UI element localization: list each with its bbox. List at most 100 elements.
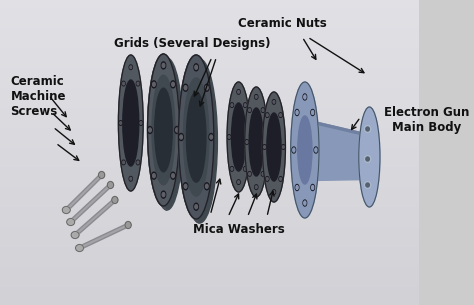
- Text: Ceramic Nuts: Ceramic Nuts: [238, 17, 327, 30]
- Ellipse shape: [231, 104, 233, 106]
- Ellipse shape: [359, 107, 380, 207]
- Ellipse shape: [123, 80, 139, 166]
- Ellipse shape: [248, 108, 251, 112]
- Ellipse shape: [246, 135, 250, 139]
- Ellipse shape: [237, 180, 240, 184]
- Ellipse shape: [147, 54, 179, 206]
- Ellipse shape: [194, 203, 199, 210]
- Ellipse shape: [273, 100, 275, 104]
- Ellipse shape: [119, 121, 122, 125]
- Ellipse shape: [228, 135, 231, 139]
- Ellipse shape: [153, 82, 155, 86]
- Ellipse shape: [292, 147, 296, 153]
- Ellipse shape: [311, 185, 314, 189]
- Ellipse shape: [261, 108, 264, 112]
- Ellipse shape: [267, 113, 281, 181]
- Ellipse shape: [130, 178, 132, 180]
- Ellipse shape: [280, 178, 282, 180]
- Ellipse shape: [118, 55, 143, 191]
- Ellipse shape: [237, 91, 239, 93]
- Ellipse shape: [171, 172, 175, 179]
- Ellipse shape: [130, 66, 132, 69]
- Ellipse shape: [314, 147, 318, 153]
- Ellipse shape: [296, 110, 298, 114]
- Ellipse shape: [255, 185, 258, 189]
- Ellipse shape: [266, 178, 268, 180]
- Ellipse shape: [123, 82, 125, 85]
- Ellipse shape: [266, 113, 269, 117]
- Ellipse shape: [153, 174, 155, 178]
- Ellipse shape: [263, 92, 285, 202]
- Ellipse shape: [303, 200, 307, 206]
- Ellipse shape: [279, 113, 282, 117]
- Ellipse shape: [264, 140, 267, 144]
- Ellipse shape: [228, 136, 230, 138]
- Ellipse shape: [137, 82, 139, 85]
- Ellipse shape: [108, 181, 114, 188]
- Ellipse shape: [184, 86, 187, 90]
- Ellipse shape: [304, 95, 306, 99]
- Ellipse shape: [293, 148, 295, 152]
- Ellipse shape: [304, 201, 306, 205]
- Ellipse shape: [210, 135, 212, 139]
- Ellipse shape: [137, 161, 139, 164]
- Ellipse shape: [244, 103, 247, 107]
- Ellipse shape: [249, 109, 251, 111]
- Ellipse shape: [366, 127, 369, 131]
- Ellipse shape: [182, 59, 218, 223]
- Ellipse shape: [184, 184, 187, 188]
- Text: Electron Gun
Main Body: Electron Gun Main Body: [384, 106, 470, 134]
- Ellipse shape: [366, 157, 369, 161]
- Ellipse shape: [311, 185, 314, 191]
- Ellipse shape: [244, 104, 246, 106]
- Ellipse shape: [246, 141, 248, 143]
- Ellipse shape: [195, 205, 198, 209]
- Ellipse shape: [265, 141, 266, 143]
- Ellipse shape: [366, 183, 369, 187]
- Ellipse shape: [155, 88, 172, 172]
- Ellipse shape: [209, 134, 213, 141]
- Ellipse shape: [205, 184, 208, 188]
- Ellipse shape: [227, 82, 250, 192]
- Ellipse shape: [237, 90, 240, 94]
- Ellipse shape: [123, 161, 125, 164]
- Ellipse shape: [282, 145, 285, 149]
- Ellipse shape: [71, 231, 79, 239]
- Ellipse shape: [237, 181, 239, 183]
- Ellipse shape: [365, 125, 371, 132]
- Ellipse shape: [139, 121, 143, 125]
- Ellipse shape: [264, 146, 265, 148]
- Ellipse shape: [183, 183, 188, 190]
- Ellipse shape: [365, 156, 371, 163]
- Ellipse shape: [152, 75, 175, 185]
- Ellipse shape: [62, 206, 70, 214]
- Ellipse shape: [298, 116, 312, 184]
- Ellipse shape: [129, 65, 132, 70]
- Ellipse shape: [247, 136, 249, 138]
- Ellipse shape: [161, 62, 166, 69]
- Ellipse shape: [122, 160, 125, 165]
- Ellipse shape: [172, 174, 174, 178]
- Text: Mica Washers: Mica Washers: [193, 223, 284, 236]
- Ellipse shape: [161, 191, 166, 198]
- Polygon shape: [305, 119, 369, 181]
- Ellipse shape: [255, 186, 257, 188]
- Polygon shape: [179, 55, 200, 223]
- Ellipse shape: [183, 84, 188, 91]
- Ellipse shape: [149, 128, 151, 132]
- Ellipse shape: [273, 101, 275, 103]
- Ellipse shape: [152, 81, 156, 88]
- Ellipse shape: [162, 63, 165, 67]
- Ellipse shape: [365, 181, 371, 188]
- Ellipse shape: [261, 172, 264, 176]
- Ellipse shape: [162, 192, 165, 197]
- Ellipse shape: [262, 173, 264, 175]
- Ellipse shape: [255, 95, 258, 99]
- Ellipse shape: [179, 134, 183, 141]
- Ellipse shape: [295, 109, 299, 116]
- Ellipse shape: [279, 177, 282, 181]
- Ellipse shape: [255, 95, 257, 98]
- Ellipse shape: [231, 167, 233, 170]
- Ellipse shape: [291, 82, 319, 218]
- Ellipse shape: [296, 185, 298, 189]
